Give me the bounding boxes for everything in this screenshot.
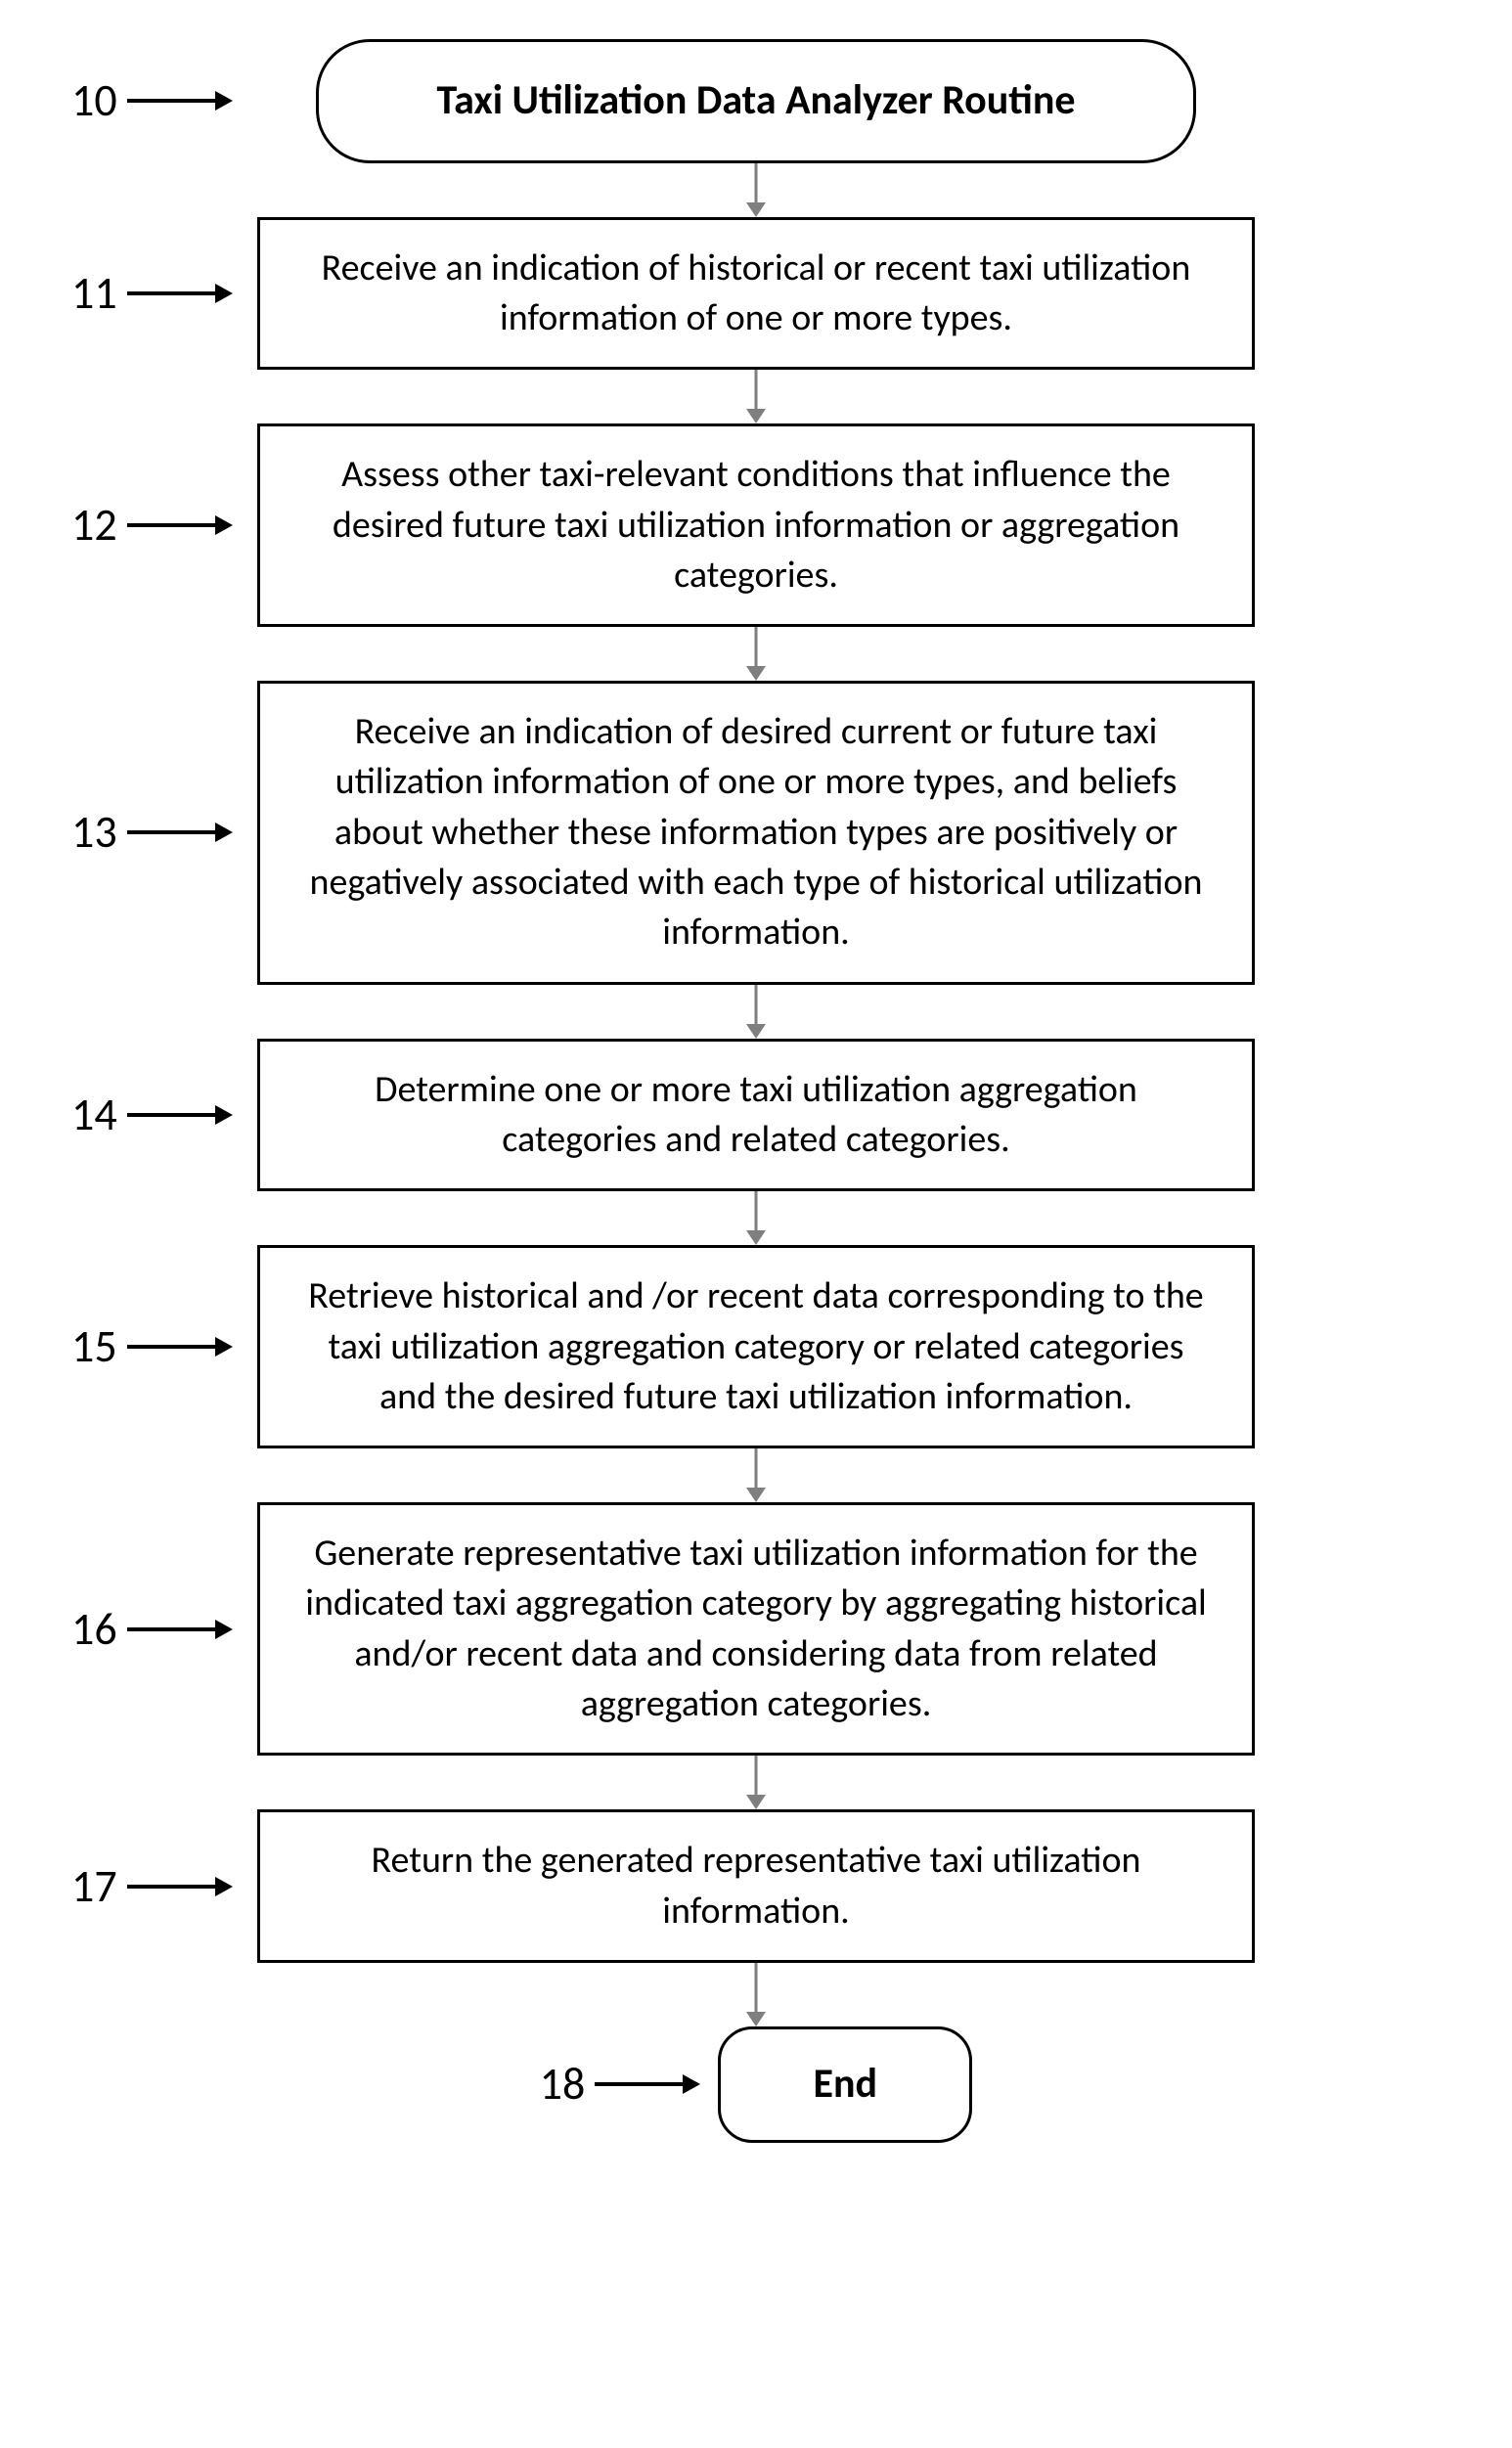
step-number: 12	[71, 498, 125, 553]
flowchart-end-row: 18 End	[71, 2026, 1441, 2143]
flowchart-row: 12 Assess other taxi-relevant conditions…	[71, 423, 1441, 627]
flowchart-row: 13 Receive an indication of desired curr…	[71, 681, 1441, 984]
step-number: 11	[71, 266, 125, 321]
step-label-14: 14	[71, 1088, 228, 1142]
label-arrow-icon	[125, 1095, 233, 1135]
connector-arrow	[71, 985, 1441, 1039]
step-label-11: 11	[71, 266, 228, 321]
step-label-18: 18	[540, 2057, 701, 2112]
process-box: Generate representative taxi utilization…	[257, 1502, 1255, 1756]
label-arrow-icon	[125, 813, 233, 852]
step-label-16: 16	[71, 1602, 228, 1657]
step-label-12: 12	[71, 498, 228, 553]
label-arrow-icon	[125, 1327, 233, 1366]
process-box: Receive an indication of desired current…	[257, 681, 1255, 984]
flowchart-row: 10 Taxi Utilization Data Analyzer Routin…	[71, 39, 1441, 163]
label-arrow-icon	[125, 274, 233, 313]
flowchart-container: 10 Taxi Utilization Data Analyzer Routin…	[71, 39, 1441, 2143]
connector-arrow	[71, 1191, 1441, 1245]
process-box: Determine one or more taxi utilization a…	[257, 1039, 1255, 1192]
connector-arrow	[71, 1963, 1441, 2026]
connector-arrow	[71, 1448, 1441, 1502]
process-box: Assess other taxi-relevant conditions th…	[257, 423, 1255, 627]
label-arrow-icon	[125, 1867, 233, 1906]
process-box: Retrieve historical and /or recent data …	[257, 1245, 1255, 1448]
label-arrow-icon	[125, 81, 233, 120]
step-number: 15	[71, 1319, 125, 1374]
flowchart-row: 17 Return the generated representative t…	[71, 1809, 1441, 1963]
step-number: 17	[71, 1859, 125, 1914]
step-label-15: 15	[71, 1319, 228, 1374]
step-number: 18	[540, 2057, 594, 2112]
flowchart-row: 11 Receive an indication of historical o…	[71, 217, 1441, 371]
process-box: Receive an indication of historical or r…	[257, 217, 1255, 371]
label-arrow-icon	[125, 1610, 233, 1649]
flowchart-row: 15 Retrieve historical and /or recent da…	[71, 1245, 1441, 1448]
label-arrow-icon	[593, 2065, 700, 2104]
step-number: 16	[71, 1602, 125, 1657]
step-number: 14	[71, 1088, 125, 1142]
step-label-13: 13	[71, 805, 228, 860]
process-box: Return the generated representative taxi…	[257, 1809, 1255, 1963]
step-number: 13	[71, 805, 125, 860]
connector-arrow	[71, 163, 1441, 217]
connector-arrow	[71, 627, 1441, 681]
connector-arrow	[71, 370, 1441, 423]
step-label-17: 17	[71, 1859, 228, 1914]
step-number: 10	[71, 73, 125, 128]
flowchart-row: 16 Generate representative taxi utilizat…	[71, 1502, 1441, 1756]
flowchart-row: 14 Determine one or more taxi utilizatio…	[71, 1039, 1441, 1192]
label-arrow-icon	[125, 506, 233, 545]
title-box: Taxi Utilization Data Analyzer Routine	[316, 39, 1196, 163]
step-label-10: 10	[71, 73, 228, 128]
connector-arrow	[71, 1756, 1441, 1809]
end-box: End	[718, 2026, 972, 2143]
